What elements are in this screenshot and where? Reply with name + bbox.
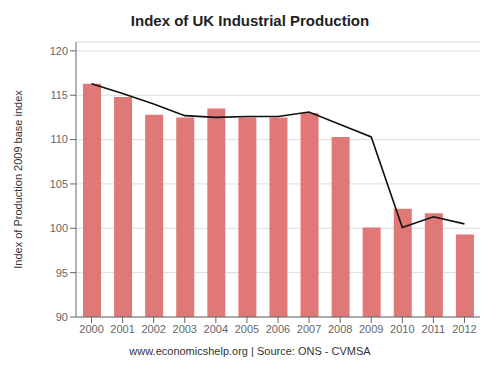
svg-text:100: 100 <box>50 222 68 234</box>
svg-text:110: 110 <box>50 133 68 145</box>
svg-text:2004: 2004 <box>204 323 228 335</box>
svg-text:2006: 2006 <box>266 323 290 335</box>
svg-text:2008: 2008 <box>328 323 352 335</box>
svg-text:2002: 2002 <box>141 323 165 335</box>
svg-text:2010: 2010 <box>390 323 414 335</box>
svg-text:Index of Production 2009 base: Index of Production 2009 base index <box>12 90 24 269</box>
svg-text:2000: 2000 <box>79 323 103 335</box>
svg-text:95: 95 <box>56 267 68 279</box>
svg-text:115: 115 <box>50 89 68 101</box>
svg-text:2001: 2001 <box>110 323 134 335</box>
svg-text:2009: 2009 <box>359 323 383 335</box>
svg-text:2011: 2011 <box>422 323 446 335</box>
svg-text:2007: 2007 <box>297 323 321 335</box>
svg-text:90: 90 <box>56 311 68 323</box>
html-text:Index of UK Industrial Product: Index of UK Industrial Production <box>130 12 370 29</box>
svg-text:105: 105 <box>50 178 68 190</box>
svg-text:2012: 2012 <box>452 323 476 335</box>
svg-text:2005: 2005 <box>235 323 259 335</box>
svg-text:2003: 2003 <box>173 323 197 335</box>
svg-text:120: 120 <box>50 45 68 57</box>
html-text:www.economicshelp.org | Source: www.economicshelp.org | Source: ONS - CV… <box>129 345 371 357</box>
